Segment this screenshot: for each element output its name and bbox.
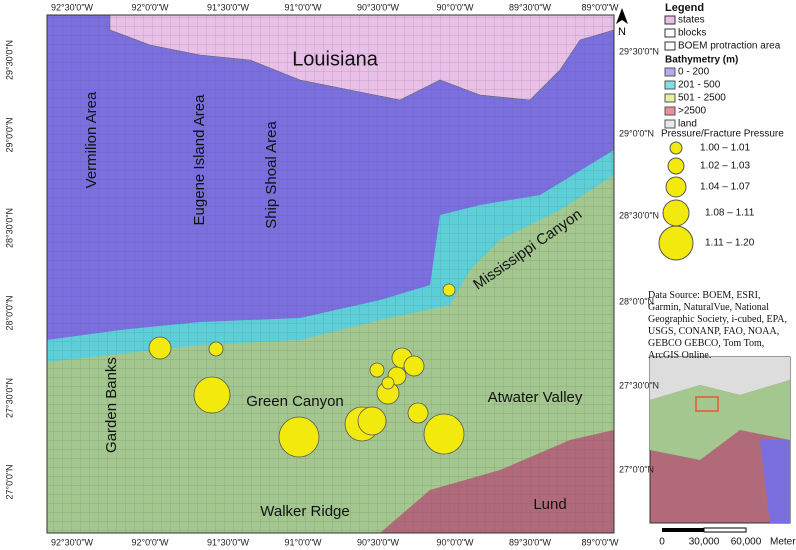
longitude-label: 91°0'0"W <box>284 2 322 12</box>
latitude-label: 28°30'0"N <box>619 210 659 220</box>
area-label: Lund <box>533 496 566 513</box>
longitude-label: 90°0'0"W <box>436 537 474 547</box>
longitude-label: 91°30'0"W <box>207 2 250 12</box>
longitude-label: 89°0'0"W <box>581 2 619 12</box>
legend-label: 1.04 – 1.07 <box>700 182 750 193</box>
longitude-label: 89°0'0"W <box>581 537 619 547</box>
legend-swatch <box>664 41 676 51</box>
blocks <box>47 15 614 533</box>
longitude-label: 90°30'0"W <box>357 2 400 12</box>
latitude-label: 27°0'0"N <box>619 464 654 474</box>
latitude-label: 29°30'0"N <box>619 46 659 56</box>
latitude-label: 27°30'0"N <box>619 380 659 390</box>
area-label: Garden Banks <box>103 357 120 453</box>
map <box>47 15 614 533</box>
legend-label: 1.08 – 1.11 <box>705 208 755 219</box>
longitude-label: 90°0'0"W <box>436 2 474 12</box>
legend-subtitle: Bathymetry (m) <box>665 55 738 66</box>
longitude-label: 92°0'0"W <box>131 2 169 12</box>
longitude-label: 91°30'0"W <box>207 537 250 547</box>
longitude-label: 92°30'0"W <box>51 2 94 12</box>
legend-label: states <box>678 15 705 26</box>
legend-swatch <box>664 93 676 103</box>
legend-label: 201 - 500 <box>678 80 721 91</box>
scale-label: 60,000 <box>731 537 762 548</box>
longitude-label: 91°0'0"W <box>284 537 322 547</box>
legend-label: blocks <box>678 28 706 39</box>
legend-swatch <box>664 119 676 129</box>
scale-label: Meters <box>770 537 796 548</box>
legend-swatch <box>664 80 676 90</box>
latitude-label: 28°30'0"N <box>4 208 14 248</box>
longitude-label: 92°0'0"W <box>131 537 169 547</box>
legend-symbol <box>667 157 685 175</box>
legend-subtitle: Pressure/Fracture Pressure <box>661 129 784 140</box>
legend-swatch <box>664 67 676 77</box>
legend-label: 1.02 – 1.03 <box>700 161 750 172</box>
inset <box>649 356 791 524</box>
data-source: Data Source: BOEM, ESRI, Garmin, Natural… <box>648 290 787 361</box>
longitude-label: 90°30'0"W <box>357 537 400 547</box>
north-arrow <box>616 8 628 24</box>
latitude-label: 29°0'0"N <box>4 117 14 152</box>
legend-swatch <box>664 106 676 116</box>
wells <box>148 283 465 458</box>
legend-title: Legend <box>665 2 704 14</box>
latitude-label: 28°0'0"N <box>4 295 14 330</box>
latitude-label: 27°0'0"N <box>4 464 14 499</box>
latitude-label: 28°0'0"N <box>619 296 654 306</box>
north-label: N <box>618 26 626 38</box>
legend-swatch <box>664 28 676 38</box>
area-label: Louisiana <box>292 48 379 70</box>
legend-swatch <box>664 15 676 25</box>
latitude-label: 27°30'0"N <box>4 378 14 418</box>
legend-symbol <box>658 225 694 261</box>
legend-symbol <box>665 176 687 198</box>
legend-label: >2500 <box>678 106 707 117</box>
scale-label: 0 <box>659 537 665 548</box>
legend-label: 501 - 2500 <box>678 93 726 104</box>
legend-label: land <box>678 119 697 130</box>
area-label: Eugene Island Area <box>191 94 208 226</box>
area-label: Atwater Valley <box>488 389 583 406</box>
longitude-label: 89°30'0"W <box>509 537 552 547</box>
map-frame <box>46 14 615 534</box>
legend-label: BOEM protraction area <box>678 41 781 52</box>
scale-bar <box>662 527 747 533</box>
longitude-label: 89°30'0"W <box>509 2 552 12</box>
legend-label: 1.11 – 1.20 <box>705 238 755 249</box>
area-label: Walker Ridge <box>260 503 349 520</box>
latitude-label: 29°0'0"N <box>619 128 654 138</box>
area-label: Ship Shoal Area <box>263 121 280 229</box>
legend-label: 0 - 200 <box>678 67 710 78</box>
longitude-label: 92°30'0"W <box>51 537 94 547</box>
legend-symbol <box>662 199 690 227</box>
area-label: Vermilion Area <box>83 91 100 188</box>
area-label: Green Canyon <box>246 393 344 410</box>
legend-label: 1.00 – 1.01 <box>700 143 750 154</box>
scale-label: 30,000 <box>689 537 720 548</box>
latitude-label: 29°30'0"N <box>4 40 14 80</box>
legend-symbol <box>669 141 683 155</box>
